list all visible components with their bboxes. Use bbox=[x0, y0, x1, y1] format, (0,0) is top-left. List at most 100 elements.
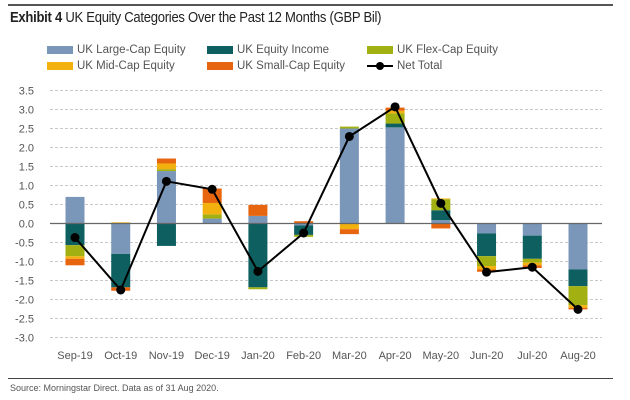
net-total-point bbox=[527, 262, 537, 272]
y-tick-label: 3.0 bbox=[19, 105, 34, 117]
net-total-point bbox=[116, 285, 126, 295]
source-rule bbox=[8, 378, 613, 379]
bar-segment-uk-large-cap-equity bbox=[111, 223, 131, 254]
x-tick-label: May-20 bbox=[422, 350, 459, 362]
bar-segment-uk-mid-cap-equity bbox=[202, 202, 222, 215]
bar-segment-uk-equity-income bbox=[248, 223, 268, 288]
bar-segment-uk-flex-cap-equity bbox=[248, 287, 268, 290]
legend-swatch-flex-cap bbox=[367, 46, 393, 54]
y-tick-label: 2.5 bbox=[19, 124, 34, 136]
x-tick-label: Mar-20 bbox=[332, 350, 367, 362]
legend-swatch-net-total bbox=[367, 61, 393, 71]
legend-swatch-small-cap bbox=[207, 62, 233, 70]
bar-segment-uk-mid-cap-equity bbox=[156, 163, 176, 170]
bar-segment-uk-mid-cap-equity bbox=[65, 256, 85, 259]
legend-item-equity-income: UK Equity Income bbox=[207, 44, 329, 56]
top-rule bbox=[8, 4, 613, 6]
legend-item-mid-cap: UK Mid-Cap Equity bbox=[47, 60, 175, 72]
legend-swatch-mid-cap bbox=[47, 62, 73, 70]
legend: UK Large-Cap Equity UK Equity Income UK … bbox=[0, 0, 630, 80]
bar-segment-uk-large-cap-equity bbox=[522, 223, 542, 236]
y-tick-label: 3.5 bbox=[19, 86, 34, 98]
bar-segment-uk-large-cap-equity bbox=[568, 223, 588, 270]
bar-segment-uk-small-cap-equity bbox=[156, 158, 176, 164]
bar-segment-uk-large-cap-equity bbox=[202, 218, 222, 224]
legend-swatch-equity-income bbox=[207, 46, 233, 54]
net-total-point bbox=[70, 233, 80, 243]
net-total-point bbox=[299, 228, 309, 238]
bar-segment-uk-large-cap-equity bbox=[248, 215, 268, 224]
bar-segment-uk-large-cap-equity bbox=[294, 223, 314, 226]
x-tick-label: Nov-19 bbox=[149, 350, 184, 362]
bar-segment-uk-flex-cap-equity bbox=[385, 113, 405, 124]
bar-segment-uk-large-cap-equity bbox=[65, 196, 85, 224]
x-tick-label: Oct-19 bbox=[104, 350, 137, 362]
legend-item-small-cap: UK Small-Cap Equity bbox=[207, 60, 345, 72]
bar-segment-uk-equity-income bbox=[431, 210, 451, 221]
y-tick-label: -3.0 bbox=[15, 333, 34, 345]
net-total-point bbox=[390, 102, 400, 112]
bar-segment-uk-small-cap-equity bbox=[339, 229, 359, 235]
legend-label-mid-cap: UK Mid-Cap Equity bbox=[77, 60, 175, 72]
x-tick-label: Aug-20 bbox=[560, 350, 595, 362]
bar-segment-uk-mid-cap-equity bbox=[431, 198, 451, 200]
legend-item-flex-cap: UK Flex-Cap Equity bbox=[367, 44, 498, 56]
bar-segment-uk-small-cap-equity bbox=[65, 258, 85, 266]
bar-segment-uk-flex-cap-equity bbox=[522, 258, 542, 263]
bar-segment-uk-flex-cap-equity bbox=[202, 214, 222, 219]
legend-label-flex-cap: UK Flex-Cap Equity bbox=[397, 44, 498, 56]
net-total-point bbox=[207, 184, 217, 194]
net-total-point bbox=[482, 267, 492, 277]
y-tick-label: 0.5 bbox=[19, 200, 34, 212]
net-total-point bbox=[161, 176, 171, 186]
bar-segment-uk-flex-cap-equity bbox=[477, 256, 497, 267]
net-total-point bbox=[344, 131, 354, 141]
y-tick-label: 1.5 bbox=[19, 162, 34, 174]
x-tick-label: Apr-20 bbox=[379, 350, 412, 362]
x-tick-label: Jul-20 bbox=[517, 350, 547, 362]
legend-label-net-total: Net Total bbox=[397, 60, 443, 72]
legend-item-large-cap: UK Large-Cap Equity bbox=[47, 44, 186, 56]
bar-segment-uk-equity-income bbox=[385, 123, 405, 128]
x-tick-label: Jan-20 bbox=[241, 350, 275, 362]
bar-segment-uk-small-cap-equity bbox=[431, 223, 451, 229]
net-total-point bbox=[253, 266, 263, 276]
y-tick-label: 1.0 bbox=[19, 181, 34, 193]
bar-segment-uk-small-cap-equity bbox=[294, 221, 314, 224]
x-tick-label: Sep-19 bbox=[57, 350, 92, 362]
legend-label-equity-income: UK Equity Income bbox=[237, 44, 330, 56]
y-tick-label: 2.0 bbox=[19, 143, 34, 155]
source-note: Source: Morningstar Direct. Data as of 3… bbox=[10, 383, 219, 393]
legend-label-large-cap: UK Large-Cap Equity bbox=[77, 44, 186, 56]
chart-title: Exhibit 4 UK Equity Categories Over the … bbox=[10, 10, 382, 26]
x-tick-label: Dec-19 bbox=[194, 350, 229, 362]
bar-segment-uk-equity-income bbox=[156, 223, 176, 246]
y-tick-label: -2.5 bbox=[15, 314, 34, 326]
bar-segment-uk-equity-income bbox=[477, 233, 497, 257]
bar-segment-uk-large-cap-equity bbox=[385, 127, 405, 224]
x-tick-label: Feb-20 bbox=[286, 350, 321, 362]
bar-segment-uk-flex-cap-equity bbox=[568, 286, 588, 306]
legend-swatch-large-cap bbox=[47, 46, 73, 54]
y-tick-label: -1.5 bbox=[15, 276, 34, 288]
bar-segment-uk-flex-cap-equity bbox=[339, 126, 359, 129]
bar-segment-uk-mid-cap-equity bbox=[339, 223, 359, 230]
net-total-point bbox=[436, 198, 446, 208]
x-tick-label: Jun-20 bbox=[470, 350, 504, 362]
net-total-line bbox=[74, 105, 579, 311]
legend-item-net-total: Net Total bbox=[367, 60, 442, 72]
bar-segment-uk-large-cap-equity bbox=[477, 223, 497, 234]
exhibit-label: Exhibit 4 bbox=[10, 10, 62, 26]
legend-label-small-cap: UK Small-Cap Equity bbox=[237, 60, 346, 72]
bar-segment-uk-flex-cap-equity bbox=[65, 245, 85, 257]
title-text: UK Equity Categories Over the Past 12 Mo… bbox=[65, 10, 382, 26]
bar-segment-uk-equity-income bbox=[568, 269, 588, 287]
bar-segment-uk-mid-cap-equity bbox=[385, 110, 405, 114]
bar-segment-uk-large-cap-equity bbox=[339, 128, 359, 224]
y-tick-label: -1.0 bbox=[15, 257, 34, 269]
bar-segment-uk-small-cap-equity bbox=[248, 204, 268, 216]
bar-segment-uk-large-cap-equity bbox=[156, 171, 176, 224]
net-total-point bbox=[573, 304, 583, 314]
y-tick-label: -0.5 bbox=[15, 238, 34, 250]
